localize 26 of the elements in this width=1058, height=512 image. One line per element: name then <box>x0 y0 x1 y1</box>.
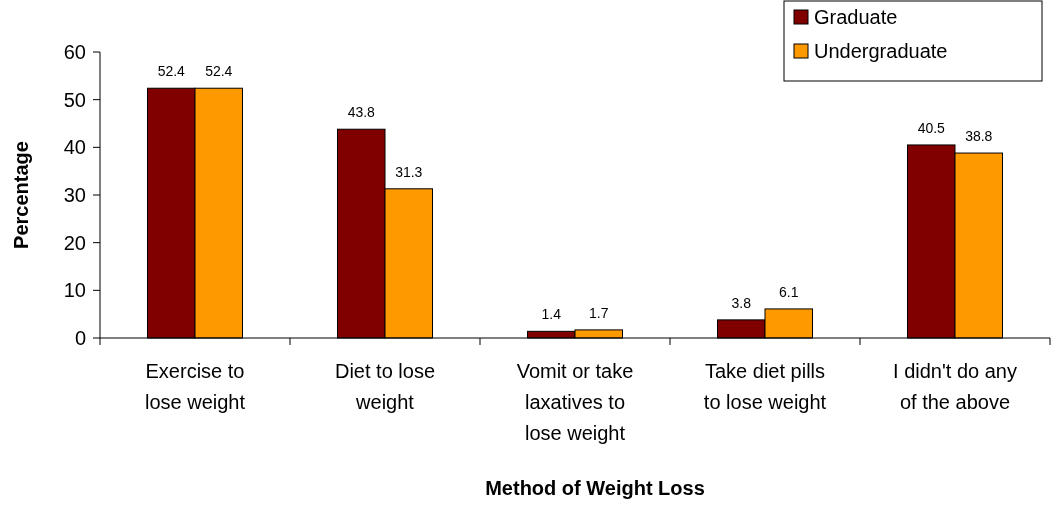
legend-label: Undergraduate <box>814 40 948 62</box>
y-tick-label: 10 <box>63 279 86 302</box>
data-label: 31.3 <box>395 163 423 180</box>
data-label: 40.5 <box>917 119 946 136</box>
data-label: 1.7 <box>589 304 609 321</box>
data-label: 3.8 <box>731 294 752 311</box>
data-label: 6.1 <box>779 283 799 300</box>
y-tick-label: 60 <box>63 41 86 63</box>
data-label: 38.8 <box>965 128 993 145</box>
x-tick-label: Take diet pills to lose weight <box>703 360 827 413</box>
y-tick-label: 30 <box>63 184 86 206</box>
x-axis-title: Method of Weight Loss <box>485 477 705 499</box>
y-tick-label: 50 <box>63 88 86 111</box>
data-label: 52.4 <box>205 63 233 80</box>
x-tick-label: Exercise to lose weight <box>144 360 246 413</box>
data-label: 1.4 <box>541 306 562 323</box>
y-axis-title: Percentage <box>10 141 32 249</box>
x-tick-label: Diet to lose weight <box>334 360 436 413</box>
y-tick-label: 20 <box>63 231 86 254</box>
y-tick-label: 40 <box>63 136 86 159</box>
legend-label: Graduate <box>814 6 898 28</box>
x-tick-label: Vomit or take laxatives to lose weight <box>516 360 634 444</box>
data-label: 52.4 <box>157 63 186 80</box>
data-label: 43.8 <box>347 104 376 121</box>
x-tick-label: I didn't do any of the above <box>893 360 1017 413</box>
y-tick-label: 0 <box>74 327 86 349</box>
